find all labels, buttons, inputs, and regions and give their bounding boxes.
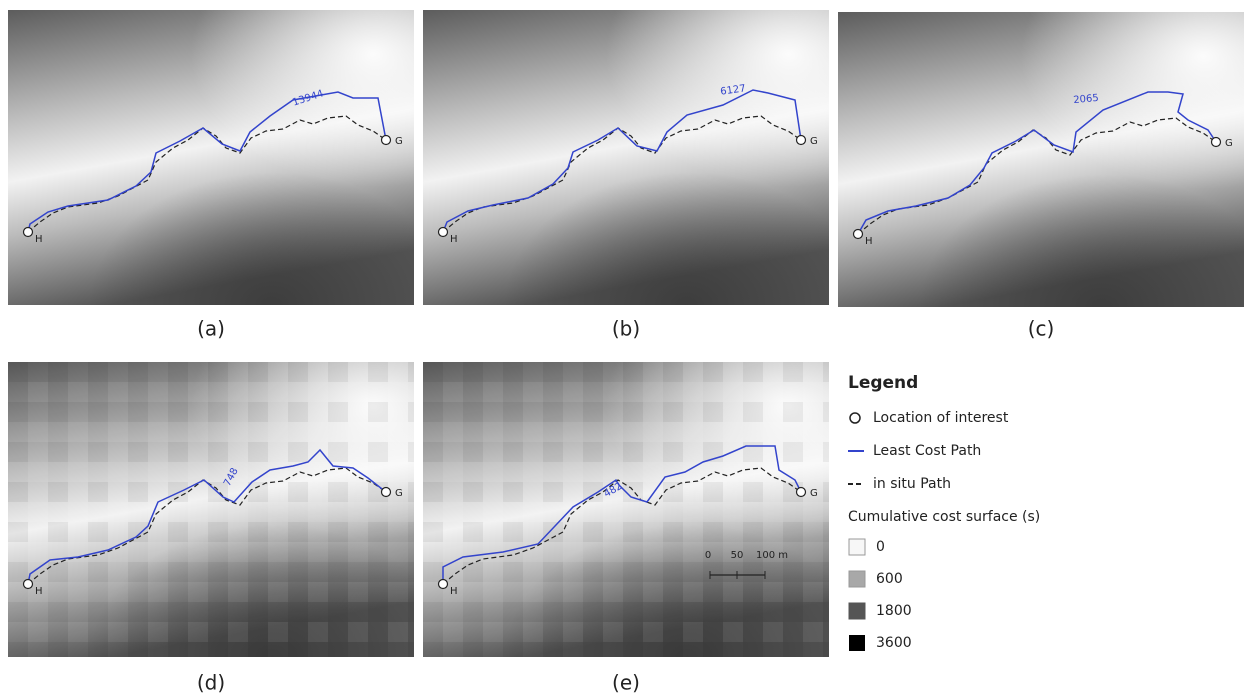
- legend-title: Legend: [848, 373, 918, 393]
- in-situ-path: [27, 115, 387, 233]
- legend-item: Least Cost Path: [873, 443, 981, 459]
- start-label: H: [35, 586, 43, 597]
- end-point: [1210, 136, 1222, 148]
- swatch: [848, 570, 866, 588]
- start-label: H: [35, 234, 43, 245]
- raster-cells: [423, 362, 829, 657]
- scale-bar: 0 50 100 m: [705, 550, 788, 579]
- swatch-label: 0: [876, 539, 885, 555]
- end-point: [795, 134, 807, 146]
- legend-subtitle: Cumulative cost surface (s): [848, 509, 1040, 525]
- legend-point-symbol: [849, 412, 861, 424]
- map-panel: 6127 H G: [423, 10, 829, 305]
- start-label: H: [450, 234, 458, 245]
- panel-caption: (d): [197, 671, 225, 695]
- path-cost-label: 6127: [720, 83, 747, 97]
- swatch-label: 600: [876, 571, 903, 587]
- swatch: [849, 635, 865, 651]
- panel-caption: (b): [612, 317, 640, 341]
- panel-caption: (e): [612, 671, 640, 695]
- map-panel: 2065 H G: [838, 12, 1244, 307]
- raster-cells: [8, 362, 414, 657]
- least-cost-path: [27, 448, 387, 585]
- panel-caption: (a): [197, 317, 225, 341]
- start-point: [22, 578, 34, 590]
- start-point: [437, 578, 449, 590]
- swatch: [848, 538, 866, 556]
- legend: Legend Location of interest Least Cost P…: [848, 373, 1040, 651]
- start-point: [437, 226, 449, 238]
- terrain-dark: [8, 10, 414, 305]
- in-situ-path: [442, 467, 802, 585]
- in-situ-path: [442, 115, 802, 233]
- end-point: [795, 486, 807, 498]
- swatch-label: 3600: [876, 635, 912, 651]
- end-label: G: [810, 136, 818, 147]
- legend-item: Location of interest: [873, 410, 1009, 426]
- swatch-label: 1800: [876, 603, 912, 619]
- start-point: [22, 226, 34, 238]
- least-cost-path: [857, 91, 1217, 235]
- panel-caption: (c): [1028, 317, 1055, 341]
- terrain-dark: [423, 10, 829, 305]
- end-label: G: [810, 488, 818, 499]
- end-point: [380, 486, 392, 498]
- scale-label: 100 m: [756, 550, 788, 561]
- in-situ-path: [857, 117, 1217, 235]
- least-cost-path: [442, 445, 802, 584]
- legend-item: in situ Path: [873, 476, 951, 492]
- end-label: G: [395, 488, 403, 499]
- start-label: H: [450, 586, 458, 597]
- panels: 13944HG(a)6127HG(b)2065HG(c)748HG(d)482H…: [8, 10, 1244, 695]
- end-point: [380, 134, 392, 146]
- path-cost-label: 2065: [1073, 93, 1099, 106]
- terrain-dark: [838, 12, 1244, 307]
- swatch: [848, 602, 866, 620]
- start-point: [852, 228, 864, 240]
- least-cost-path: [442, 89, 802, 233]
- in-situ-path: [27, 467, 387, 585]
- least-cost-path: [27, 91, 387, 233]
- scale-label: 50: [731, 550, 744, 561]
- start-label: H: [865, 236, 873, 247]
- end-label: G: [395, 136, 403, 147]
- scale-label: 0: [705, 550, 711, 561]
- end-label: G: [1225, 138, 1233, 149]
